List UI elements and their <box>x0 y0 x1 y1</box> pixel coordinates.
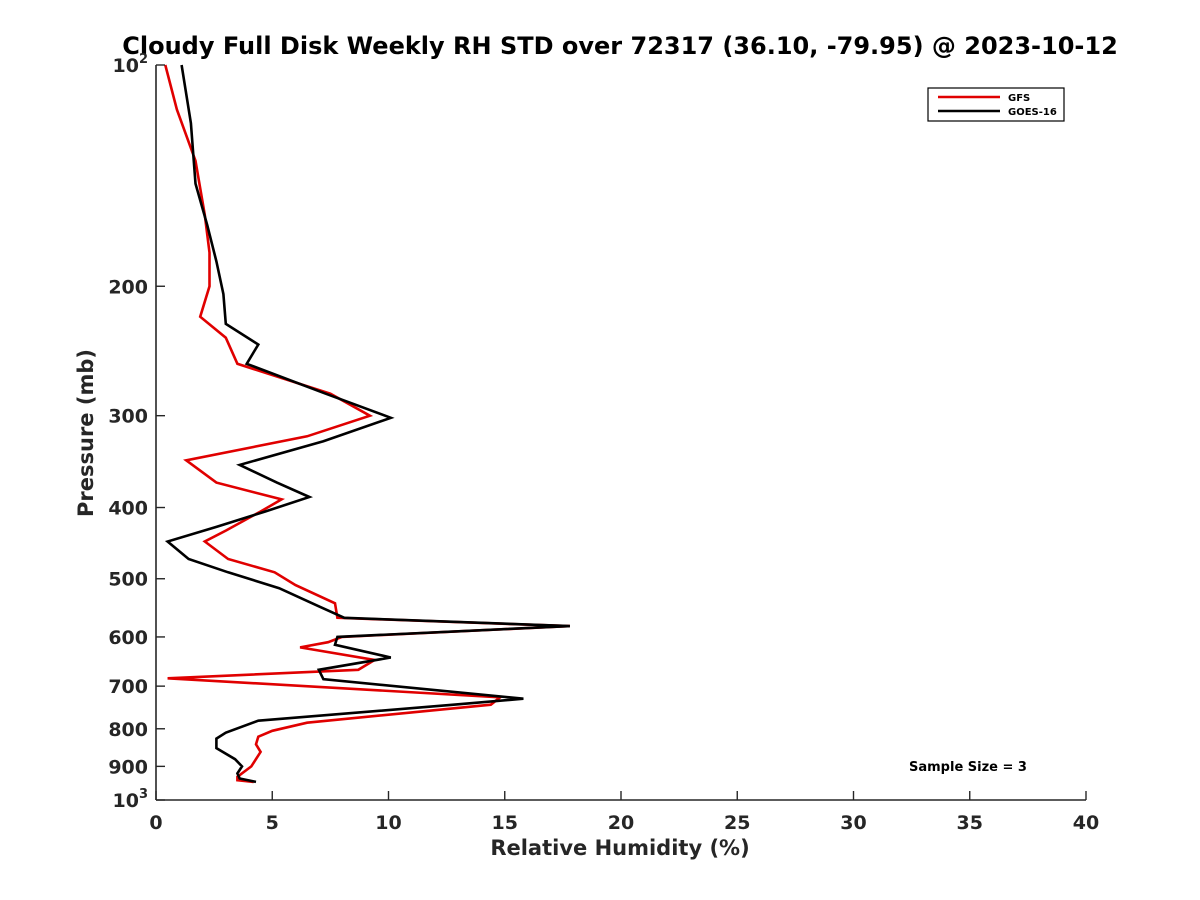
y-tick-label: 900 <box>108 756 148 778</box>
x-tick-label: 5 <box>266 812 279 834</box>
y-tick-label: 300 <box>108 406 148 428</box>
x-tick-label: 40 <box>1073 812 1099 834</box>
legend-label-gfs: GFS <box>1008 93 1030 104</box>
x-tick-label: 35 <box>957 812 983 834</box>
x-tick-label: 15 <box>492 812 518 834</box>
y-tick-label: 600 <box>108 627 148 649</box>
y-tick-label: 102 <box>113 52 149 77</box>
x-tick-label: 10 <box>375 812 401 834</box>
sample-size-annotation: Sample Size = 3 <box>909 760 1027 775</box>
y-tick-label: 800 <box>108 719 148 741</box>
legend-label-goes-16: GOES-16 <box>1008 107 1057 118</box>
x-axis-label: Relative Humidity (%) <box>490 836 749 860</box>
series-line-goes-16 <box>164 64 570 784</box>
axes: 0 5 10 15 20 25 30 35 40 102 200 300 400 500 600 700 800… <box>108 52 1099 834</box>
y-tick-label: 700 <box>108 676 148 698</box>
x-tick-label: 30 <box>840 812 866 834</box>
chart-title: Cloudy Full Disk Weekly RH STD over 7231… <box>122 32 1118 60</box>
x-tick-label: 0 <box>149 812 162 834</box>
y-tick-label: 103 <box>113 787 149 812</box>
x-tick-label: 20 <box>608 812 634 834</box>
series-line-gfs <box>164 64 570 784</box>
y-axis-label: Pressure (mb) <box>74 349 98 517</box>
plot-area <box>164 64 570 784</box>
x-tick-label: 25 <box>724 812 750 834</box>
y-tick-label: 500 <box>108 569 148 591</box>
legend-box <box>927 87 1065 122</box>
y-tick-label: 200 <box>108 276 148 298</box>
y-tick-label: 400 <box>108 498 148 520</box>
legend: GFS GOES-16 <box>927 87 1065 122</box>
